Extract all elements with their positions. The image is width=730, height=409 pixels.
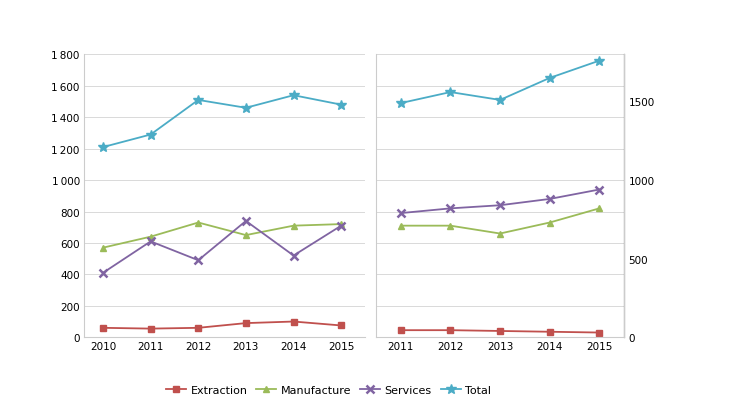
Legend: Extraction, Manufacture, Services, Total: Extraction, Manufacture, Services, Total	[161, 380, 496, 399]
